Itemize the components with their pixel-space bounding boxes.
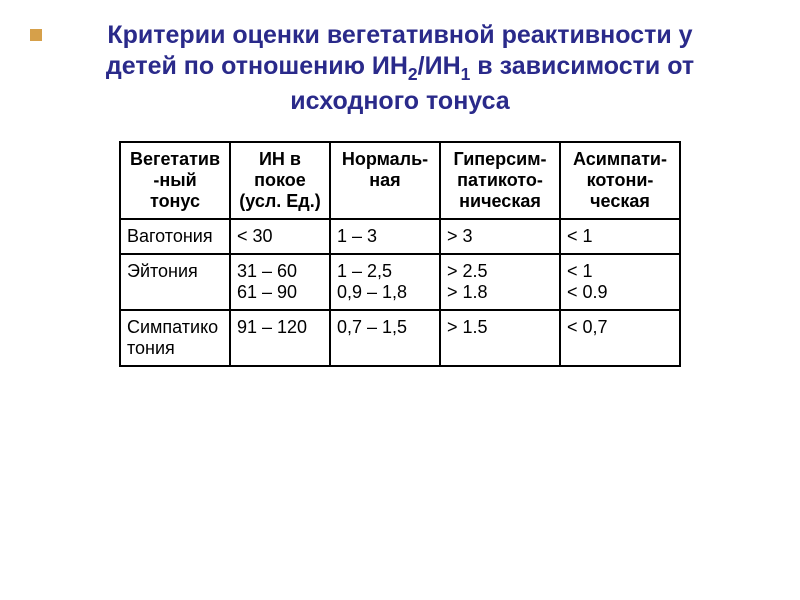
cell-r2-c2: 0,7 – 1,5	[330, 310, 440, 366]
cell-r2-c4: < 0,7	[560, 310, 680, 366]
cell-line: 0,9 – 1,8	[337, 282, 433, 303]
cell-r0-c0: Ваготония	[120, 219, 230, 254]
cell-r2-c0: Симпатикотония	[120, 310, 230, 366]
cell-line: > 1.8	[447, 282, 553, 303]
cell-line: 31 – 60	[237, 261, 323, 282]
col-header-0: Вегетатив-ный тонус	[120, 142, 230, 219]
cell-r1-c4: < 1< 0.9	[560, 254, 680, 310]
slide-container: Критерии оценки вегетативной реактивност…	[0, 0, 800, 600]
bullet-icon	[30, 28, 42, 40]
cell-line: 61 – 90	[237, 282, 323, 303]
cell-r1-c1: 31 – 6061 – 90	[230, 254, 330, 310]
cell-line: < 1	[567, 261, 673, 282]
cell-r0-c3: > 3	[440, 219, 560, 254]
col-header-2: Нормаль-ная	[330, 142, 440, 219]
cell-line: > 2.5	[447, 261, 553, 282]
table-wrapper: Вегетатив-ный тонусИН в покое (усл. Ед.)…	[60, 141, 740, 367]
col-header-4: Асимпати-котони-ческая	[560, 142, 680, 219]
table-body: Ваготония< 301 – 3> 3< 1Эйтония31 – 6061…	[120, 219, 680, 366]
cell-r1-c3: > 2.5> 1.8	[440, 254, 560, 310]
col-header-3: Гиперсим-патикото-ническая	[440, 142, 560, 219]
cell-r0-c4: < 1	[560, 219, 680, 254]
col-header-1: ИН в покое (усл. Ед.)	[230, 142, 330, 219]
table-row: Эйтония31 – 6061 – 901 – 2,50,9 – 1,8> 2…	[120, 254, 680, 310]
table-row: Симпатикотония91 – 1200,7 – 1,5> 1.5< 0,…	[120, 310, 680, 366]
cell-r2-c3: > 1.5	[440, 310, 560, 366]
cell-r0-c1: < 30	[230, 219, 330, 254]
cell-r0-c2: 1 – 3	[330, 219, 440, 254]
cell-r2-c1: 91 – 120	[230, 310, 330, 366]
cell-line: 1 – 2,5	[337, 261, 433, 282]
header-row: Вегетатив-ный тонусИН в покое (усл. Ед.)…	[120, 142, 680, 219]
cell-r1-c0: Эйтония	[120, 254, 230, 310]
slide-title: Критерии оценки вегетативной реактивност…	[60, 20, 740, 117]
table-head: Вегетатив-ный тонусИН в покое (усл. Ед.)…	[120, 142, 680, 219]
cell-line: < 0.9	[567, 282, 673, 303]
table-row: Ваготония< 301 – 3> 3< 1	[120, 219, 680, 254]
cell-r1-c2: 1 – 2,50,9 – 1,8	[330, 254, 440, 310]
criteria-table: Вегетатив-ный тонусИН в покое (усл. Ед.)…	[119, 141, 681, 367]
